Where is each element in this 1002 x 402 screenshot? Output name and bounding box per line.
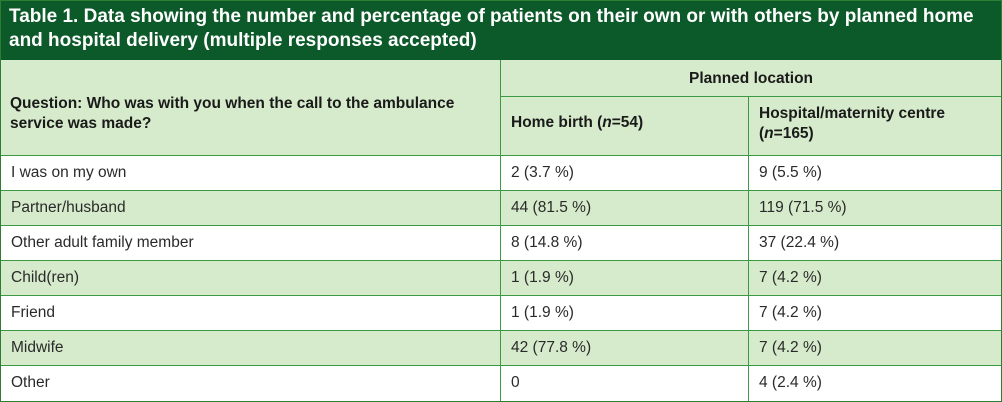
- home-birth-header: Home birth (n=54): [501, 97, 749, 155]
- table-title: Table 1. Data showing the number and per…: [1, 1, 1001, 60]
- table-row: Friend 1 (1.9 %) 7 (4.2 %): [1, 296, 1001, 331]
- row-label: Midwife: [1, 331, 501, 365]
- hospital-header-prefix: Hospital/maternity centre (: [759, 105, 946, 142]
- table-row: Other 0 4 (2.4 %): [1, 366, 1001, 401]
- home-birth-header-n: n: [602, 114, 612, 131]
- home-birth-value: 0: [501, 366, 749, 401]
- home-birth-value: 8 (14.8 %): [501, 226, 749, 260]
- hospital-value: 119 (71.5 %): [759, 199, 847, 216]
- hospital-header: Hospital/maternity centre (n=165): [749, 97, 1001, 155]
- home-birth-value: 42 (77.8 %): [501, 331, 749, 365]
- home-birth-header-suffix: =54): [611, 114, 644, 131]
- row-label: Friend: [1, 296, 501, 330]
- table-row: I was on my own 2 (3.7 %) 9 (5.5 %): [1, 156, 1001, 191]
- home-birth-value: 44 (81.5 %): [501, 191, 749, 225]
- table-row: Other adult family member 8 (14.8 %) 37 …: [1, 226, 1001, 261]
- home-birth-value: 2 (3.7 %): [501, 156, 749, 190]
- planned-location-header: Planned location: [501, 60, 1001, 97]
- table-row: Midwife 42 (77.8 %) 7 (4.2 %): [1, 331, 1001, 366]
- table-row: Partner/husband 44 (81.5 %) 119 (71.5 %): [1, 191, 1001, 226]
- hospital-value: 9 (5.5 %): [759, 164, 822, 181]
- home-birth-value: 1 (1.9 %): [501, 261, 749, 295]
- home-birth-value: 1 (1.9 %): [501, 296, 749, 330]
- hospital-value: 7 (4.2 %): [759, 304, 822, 321]
- table-row: Child(ren) 1 (1.9 %) 7 (4.2 %): [1, 261, 1001, 296]
- table-body: I was on my own 2 (3.7 %) 9 (5.5 %) Part…: [1, 156, 1001, 401]
- question-header: Question: Who was with you when the call…: [1, 60, 501, 155]
- hospital-header-suffix: =165): [773, 125, 814, 142]
- home-birth-header-prefix: Home birth (: [511, 114, 603, 131]
- row-label: Other adult family member: [1, 226, 501, 260]
- table-header: Question: Who was with you when the call…: [1, 60, 1001, 156]
- hospital-value: 7 (4.2 %): [759, 339, 822, 356]
- row-label: Other: [1, 366, 501, 401]
- row-label: Partner/husband: [1, 191, 501, 225]
- row-label: Child(ren): [1, 261, 501, 295]
- hospital-header-n: n: [764, 125, 774, 142]
- row-label: I was on my own: [1, 156, 501, 190]
- hospital-value: 37 (22.4 %): [759, 234, 840, 251]
- hospital-value: 4 (2.4 %): [759, 374, 822, 391]
- hospital-value: 7 (4.2 %): [759, 269, 822, 286]
